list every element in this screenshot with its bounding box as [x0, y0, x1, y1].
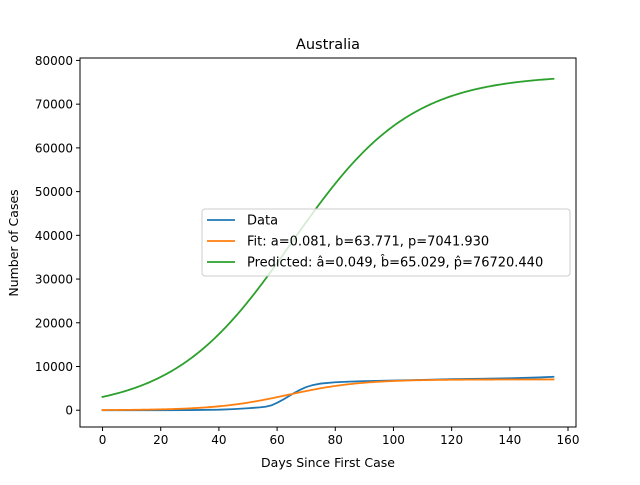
legend: Data Fit: a=0.081, b=63.771, p=7041.930 Pr… [201, 208, 571, 277]
x-tick-label-1: 20 [153, 433, 168, 447]
x-tick-label-4: 80 [328, 433, 343, 447]
y-tick-label-0: 0 [65, 404, 73, 418]
y-tick-label-2: 20000 [35, 316, 73, 330]
y-tick-label-3: 30000 [35, 273, 73, 287]
y-tick-label-1: 10000 [35, 360, 73, 374]
x-tick-label-3: 60 [269, 433, 284, 447]
legend-entry-2: Predicted: â=0.049, b̂=65.029, p̂=76720.… [247, 255, 543, 270]
x-tick-label-6: 120 [440, 433, 463, 447]
y-tick-label-6: 60000 [35, 141, 73, 155]
y-tick-label-7: 70000 [35, 98, 73, 112]
ticks-layer: 0 20 40 60 80 100 120 140 160 0 10000 20000 30000 400… [35, 54, 580, 447]
y-tick-label-5: 50000 [35, 185, 73, 199]
y-axis-label: Number of Cases [6, 189, 21, 296]
legend-box [201, 208, 571, 277]
x-tick-label-8: 160 [557, 433, 580, 447]
series-layer [101, 77, 555, 412]
series-line-2 [101, 77, 555, 398]
legend-entry-1: Fit: a=0.081, b=63.771, p=7041.930 [247, 235, 489, 250]
y-tick-label-8: 80000 [35, 54, 73, 68]
y-tick-label-4: 40000 [35, 229, 73, 243]
chart-title: Australia [296, 37, 360, 53]
legend-entry-0: Data [247, 214, 278, 229]
x-tick-label-2: 40 [211, 433, 226, 447]
x-tick-label-5: 100 [382, 433, 405, 447]
x-tick-label-7: 140 [498, 433, 521, 447]
plot-frame [79, 57, 577, 428]
x-axis-label: Days Since First Case [261, 455, 395, 470]
x-tick-label-0: 0 [99, 433, 107, 447]
series-line-1 [101, 378, 555, 411]
